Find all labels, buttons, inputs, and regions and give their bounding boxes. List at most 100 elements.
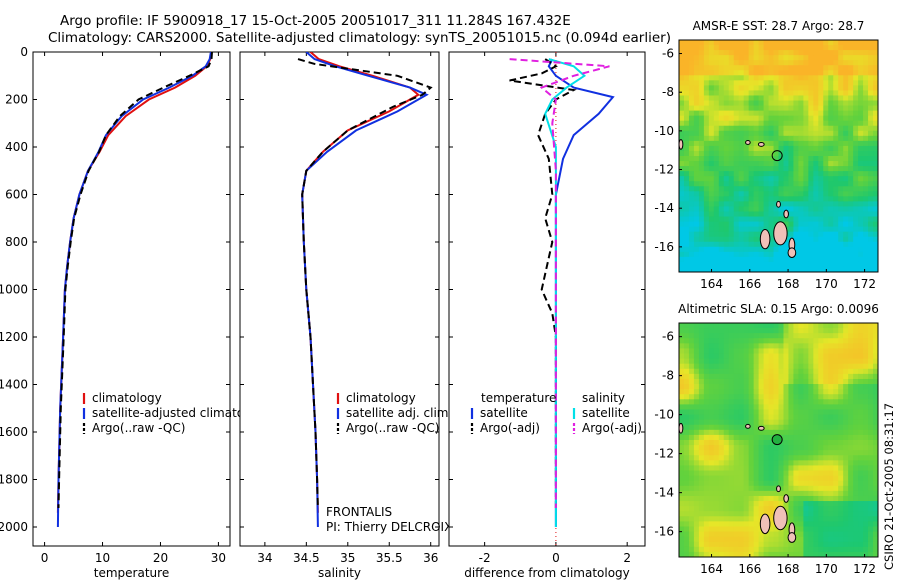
map-cell — [773, 125, 779, 132]
map-cell — [823, 80, 829, 86]
map-cell — [833, 196, 839, 202]
map-cell — [823, 236, 829, 243]
map-cell — [773, 546, 779, 553]
figure-title-line1: Argo profile: IF 5900918_17 15-Oct-2005 … — [60, 13, 571, 29]
map-cell — [813, 501, 819, 507]
map-cell — [818, 85, 824, 91]
map-cell — [733, 45, 740, 51]
map-cell — [773, 328, 779, 334]
map-cell — [708, 120, 715, 127]
map-cell — [783, 501, 789, 507]
map-cell — [753, 251, 760, 258]
map-cell — [753, 368, 760, 375]
map-cell — [808, 506, 814, 512]
map-cell — [833, 110, 839, 117]
map-cell — [753, 333, 760, 339]
map-cell — [828, 480, 834, 487]
map-cell — [763, 120, 770, 127]
map-cell — [763, 414, 770, 421]
map-cell — [848, 176, 854, 182]
map-cell — [728, 140, 735, 147]
map-cell — [833, 236, 839, 243]
map-cell — [783, 70, 789, 76]
map-cell — [733, 465, 740, 472]
map-cell — [688, 358, 695, 365]
map-cell — [868, 156, 874, 162]
island-shape — [783, 494, 789, 503]
map-cell — [798, 120, 804, 127]
map-cell — [693, 516, 700, 522]
map-cell — [703, 490, 710, 497]
x-tick-label: 30 — [211, 551, 226, 565]
map-cell — [703, 50, 710, 56]
map-cell — [683, 120, 690, 127]
map-cell — [873, 526, 879, 533]
map-cell — [808, 333, 814, 339]
map-cell — [813, 211, 819, 218]
map-cell — [728, 65, 735, 71]
map-cell — [803, 480, 809, 487]
map-cell — [823, 60, 829, 66]
map-cell — [788, 171, 794, 177]
map-cell — [873, 440, 879, 446]
map-cell — [698, 241, 705, 248]
map-cell — [718, 45, 725, 51]
map-cell — [788, 429, 794, 436]
map-cell — [728, 171, 735, 177]
map-cell — [728, 216, 735, 223]
map-cell — [703, 226, 710, 233]
map-y-tick-label: -10 — [654, 124, 674, 138]
map-cell — [868, 50, 874, 56]
map-cell — [768, 378, 775, 385]
map-cell — [683, 266, 690, 273]
map-cell — [683, 353, 690, 360]
map-cell — [803, 333, 809, 339]
map-cell — [818, 511, 824, 517]
map-cell — [773, 490, 779, 497]
map-cell — [858, 470, 864, 477]
map-cell — [753, 130, 760, 137]
map-cell — [679, 216, 685, 223]
map-cell — [798, 55, 804, 61]
map-cell — [683, 506, 690, 512]
map-cell — [853, 140, 859, 147]
map-cell — [823, 368, 829, 375]
map-cell — [813, 246, 819, 253]
map-cell — [768, 75, 775, 81]
map-cell — [763, 373, 770, 380]
map-cell — [873, 445, 879, 451]
map-cell — [788, 60, 794, 66]
map-cell — [828, 434, 834, 441]
map-cell — [873, 50, 879, 56]
map-cell — [798, 166, 804, 172]
map-cell — [838, 120, 844, 127]
map-cell — [773, 348, 779, 355]
map-cell — [813, 541, 819, 548]
map-cell — [868, 429, 874, 436]
map-cell — [803, 186, 809, 192]
map-cell — [688, 541, 695, 548]
map-cell — [778, 166, 784, 172]
map-cell — [873, 236, 879, 243]
map-cell — [718, 389, 725, 395]
map-cell — [693, 231, 700, 238]
map-cell — [793, 368, 799, 375]
map-cell — [808, 465, 814, 472]
map-cell — [823, 511, 829, 517]
map-cell — [848, 490, 854, 497]
map-cell — [788, 343, 794, 349]
map-cell — [688, 236, 695, 243]
map-cell — [768, 115, 775, 122]
map-cell — [853, 85, 859, 91]
map-cell — [703, 470, 710, 477]
map-cell — [788, 495, 794, 502]
map-cell — [713, 521, 720, 527]
map-cell — [868, 536, 874, 543]
map-cell — [843, 424, 849, 431]
map-cell — [803, 526, 809, 533]
map-cell — [858, 419, 864, 426]
map-cell — [748, 455, 755, 461]
map-cell — [863, 445, 869, 451]
map-cell — [738, 409, 745, 416]
map-cell — [833, 145, 839, 152]
